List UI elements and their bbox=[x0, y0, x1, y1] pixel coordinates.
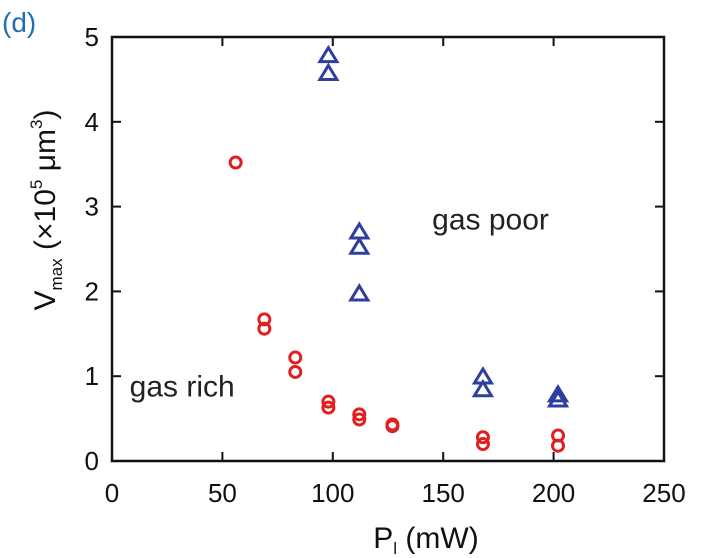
gas-rich-point bbox=[288, 350, 303, 365]
gas-rich-point bbox=[228, 155, 243, 170]
x-axis-label: Pl (mW) bbox=[373, 522, 478, 558]
x-tick-label: 200 bbox=[532, 478, 575, 508]
gas-rich-point bbox=[288, 364, 303, 379]
gas-poor-point bbox=[317, 62, 340, 81]
gas-poor-point bbox=[546, 383, 570, 403]
plot-frame bbox=[110, 35, 666, 463]
y-axis-label: Vmax (×105 μm3) bbox=[27, 110, 66, 311]
y-tick-label: 3 bbox=[85, 192, 99, 222]
gas-rich-point bbox=[321, 400, 336, 415]
gas-rich-point bbox=[475, 437, 490, 452]
gas-poor-point bbox=[471, 378, 495, 398]
gas-poor-point bbox=[546, 389, 570, 408]
gas-poor-point bbox=[317, 44, 340, 64]
y-axis-ticks: 0 1 2 3 4 5 bbox=[85, 22, 664, 476]
gas-rich-point bbox=[352, 407, 367, 422]
y-tick-label: 0 bbox=[85, 446, 99, 476]
y-tick-label: 2 bbox=[85, 276, 99, 306]
x-tick-label: 0 bbox=[105, 478, 119, 508]
y-tick-label: 1 bbox=[85, 361, 99, 391]
annotation-gas-poor: gas poor bbox=[432, 203, 549, 236]
gas-rich-point bbox=[352, 412, 367, 427]
gas-rich-point bbox=[475, 430, 490, 445]
gas-rich-point bbox=[385, 419, 400, 434]
gas-rich-point bbox=[257, 312, 272, 327]
data-markers bbox=[228, 44, 570, 453]
gas-rich-point bbox=[551, 438, 566, 453]
y-tick-label: 5 bbox=[85, 22, 99, 52]
gas-poor-point bbox=[348, 221, 371, 240]
gas-rich-point bbox=[321, 394, 336, 409]
x-tick-label: 250 bbox=[642, 478, 685, 508]
x-axis-ticks: 0 50 100 150 200 250 bbox=[105, 37, 686, 508]
x-tick-label: 50 bbox=[208, 478, 237, 508]
x-tick-label: 100 bbox=[311, 478, 354, 508]
panel-label: (d) bbox=[2, 7, 36, 38]
gas-rich-point bbox=[257, 321, 272, 336]
annotation-gas-rich: gas rich bbox=[130, 370, 235, 403]
y-tick-label: 4 bbox=[85, 107, 99, 137]
x-tick-label: 150 bbox=[422, 478, 465, 508]
gas-poor-point bbox=[348, 283, 371, 302]
gas-poor-point bbox=[348, 236, 371, 255]
